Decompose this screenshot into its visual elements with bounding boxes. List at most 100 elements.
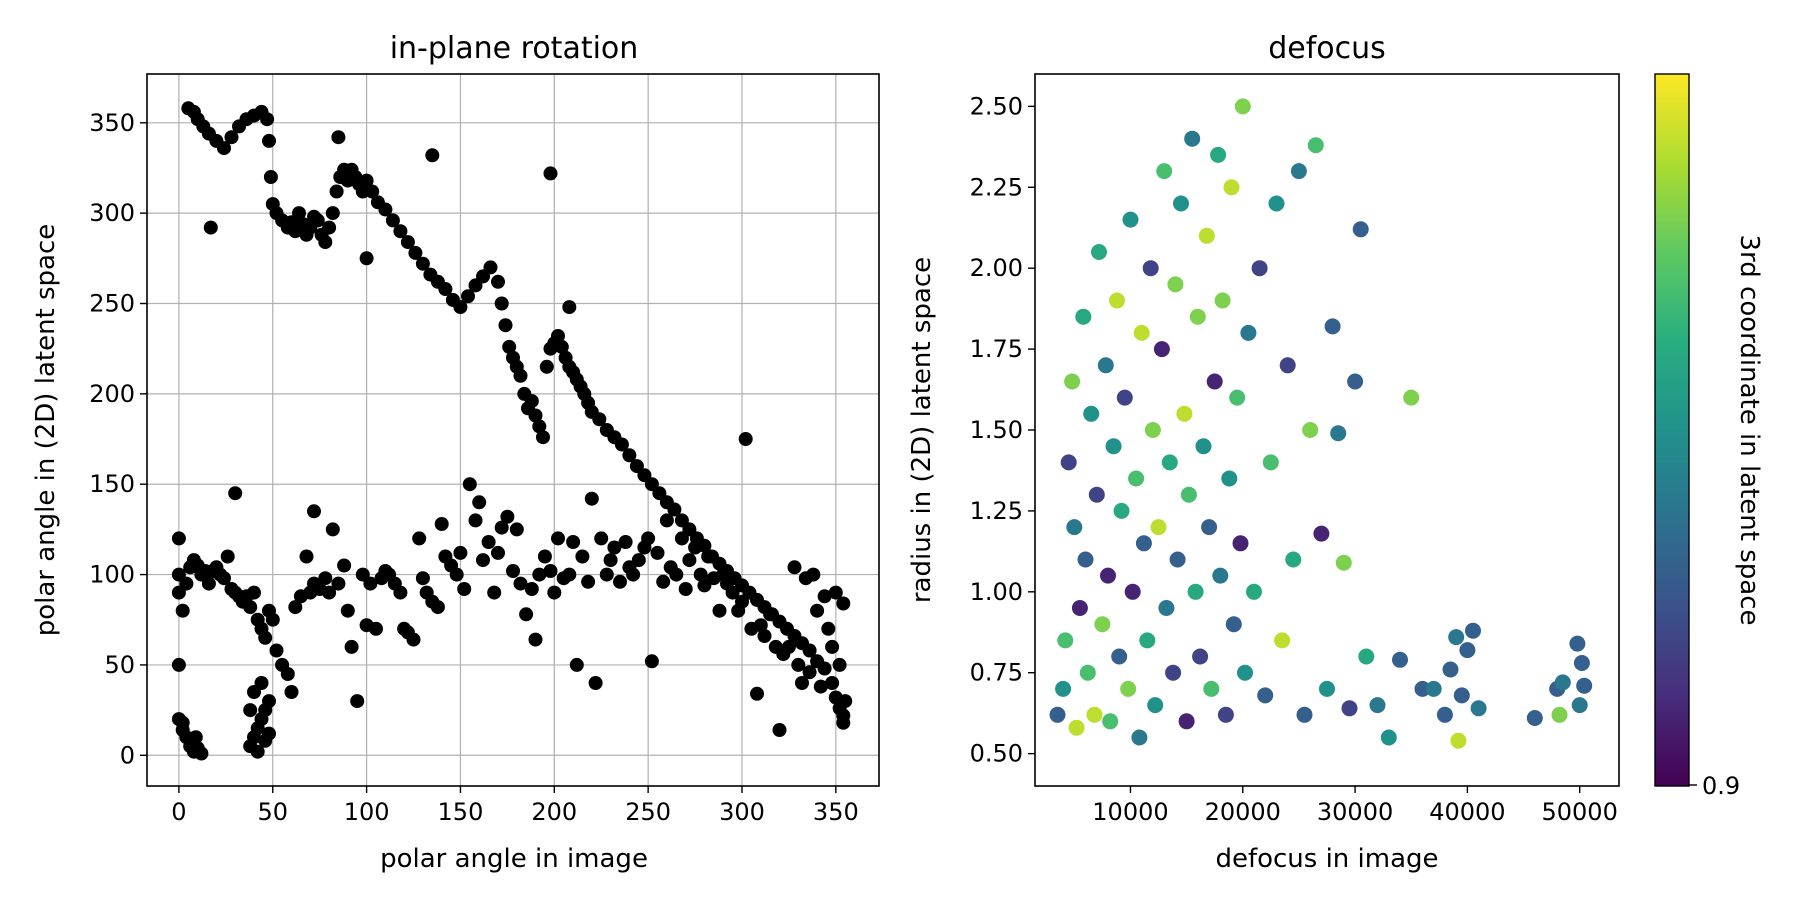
chart1-point-200 xyxy=(412,531,427,546)
chart2-point-108 xyxy=(1571,697,1588,714)
chart2-point-29 xyxy=(1133,324,1150,341)
chart1-point-232 xyxy=(562,567,577,582)
chart1-point-275 xyxy=(763,607,778,622)
chart2-point-26 xyxy=(1124,583,1141,600)
chart1-title: in-plane rotation xyxy=(390,31,639,66)
chart2-point-86 xyxy=(1347,373,1364,390)
chart2-y-tick-label-8: 2.50 xyxy=(970,92,1023,120)
chart1-point-260 xyxy=(693,567,708,582)
chart2-point-9 xyxy=(1077,551,1094,568)
chart2-point-52 xyxy=(1198,227,1215,244)
chart2-point-88 xyxy=(1358,648,1375,665)
chart1-point-135 xyxy=(262,694,276,709)
chart1-point-69 xyxy=(536,430,550,445)
chart2-point-47 xyxy=(1184,130,1201,147)
chart2-point-6 xyxy=(1068,719,1085,736)
chart2-point-20 xyxy=(1109,292,1125,309)
chart2-point-55 xyxy=(1206,373,1223,390)
chart2-point-82 xyxy=(1324,318,1341,335)
chart1-point-294 xyxy=(203,220,218,235)
chart1-point-235 xyxy=(575,549,590,564)
chart1-point-47 xyxy=(415,256,430,271)
chart1-point-74 xyxy=(554,339,569,354)
chart2-point-32 xyxy=(1142,260,1159,277)
chart1-point-219 xyxy=(500,509,515,524)
chart2-point-21 xyxy=(1111,648,1128,665)
chart2-point-49 xyxy=(1189,308,1206,325)
chart1-point-45 xyxy=(400,235,415,250)
chart1-point-174 xyxy=(288,600,303,615)
chart1-grid xyxy=(147,74,879,786)
chart2-point-80 xyxy=(1313,525,1330,542)
chart1-x-tick-label-6: 300 xyxy=(719,798,765,826)
chart1-point-221 xyxy=(509,522,524,537)
chart1-y-tick-label-0: 0 xyxy=(120,741,135,769)
chart1-point-113 xyxy=(817,661,832,676)
chart1-point-21 xyxy=(292,206,306,221)
chart2-point-35 xyxy=(1150,519,1167,536)
chart2-point-94 xyxy=(1425,680,1442,697)
chart1-point-238 xyxy=(588,676,603,690)
chart2-point-16 xyxy=(1097,357,1114,374)
chart1-point-39 xyxy=(359,173,374,188)
colorbar xyxy=(1654,73,1690,787)
chart1-point-93 xyxy=(667,502,682,517)
chart2-point-10 xyxy=(1079,664,1096,681)
chart2-point-103 xyxy=(1526,710,1543,726)
chart1-point-293 xyxy=(836,596,851,611)
chart1-point-291 xyxy=(828,585,843,600)
chart2-point-102 xyxy=(1470,700,1487,717)
chart2-point-96 xyxy=(1442,661,1459,678)
chart1-point-139 xyxy=(254,676,269,690)
chart2-point-79 xyxy=(1307,137,1324,154)
chart1-point-42 xyxy=(378,202,393,217)
chart1-point-250 xyxy=(644,654,659,669)
chart1-point-169 xyxy=(265,612,280,627)
chart2-point-22 xyxy=(1113,502,1130,519)
chart1-point-292 xyxy=(832,657,847,672)
chart2-point-77 xyxy=(1296,706,1313,723)
chart1-point-183 xyxy=(331,576,346,591)
colorbar-label: 3rd coordinate in latent space xyxy=(1734,234,1764,625)
chart2-point-83 xyxy=(1330,425,1347,442)
chart1-point-68 xyxy=(532,419,547,434)
chart2-point-65 xyxy=(1234,98,1251,115)
chart1-x-tick-label-1: 50 xyxy=(257,798,288,826)
chart1-point-226 xyxy=(532,567,547,582)
chart2-point-5 xyxy=(1066,519,1083,536)
chart1-point-184 xyxy=(337,558,352,573)
chart1-point-272 xyxy=(750,686,764,701)
chart1-x-tick-label-2: 100 xyxy=(344,798,390,826)
chart1-y-tick-label-6: 300 xyxy=(89,199,135,227)
chart2-point-78 xyxy=(1302,422,1319,438)
chart1-point-56 xyxy=(483,260,498,275)
chart1-point-31 xyxy=(329,184,344,199)
chart1-point-269 xyxy=(735,594,749,609)
chart1-point-270 xyxy=(738,432,753,446)
chart2-point-27 xyxy=(1128,470,1145,487)
chart1-x-tick-label-7: 350 xyxy=(813,798,859,826)
chart1-point-228 xyxy=(543,564,558,578)
chart2-point-57 xyxy=(1212,567,1229,584)
chart1-y-tick-label-2: 100 xyxy=(89,561,135,589)
chart1-point-29 xyxy=(322,220,337,235)
chart2-point-99 xyxy=(1453,687,1470,704)
chart2-point-38 xyxy=(1158,600,1175,616)
chart1-point-111 xyxy=(802,643,817,658)
chart2-point-23 xyxy=(1116,389,1133,406)
chart1-x-tick-label-3: 150 xyxy=(438,798,484,826)
chart1-point-52 xyxy=(453,300,468,315)
chart2-point-12 xyxy=(1086,706,1103,723)
chart2-point-97 xyxy=(1448,629,1465,646)
colorbar-tick-label: 0.9 xyxy=(1702,772,1740,800)
chart2-point-40 xyxy=(1165,664,1182,681)
chart1-x-tick-label-5: 250 xyxy=(625,798,671,826)
chart1-point-201 xyxy=(415,571,430,586)
chart2-point-93 xyxy=(1414,680,1431,697)
chart1-point-301 xyxy=(228,486,243,501)
chart2-x-tick-label-4: 50000 xyxy=(1542,798,1618,826)
chart2-point-61 xyxy=(1223,179,1240,196)
chart1-point-190 xyxy=(363,576,378,591)
chart1-point-57 xyxy=(491,274,505,289)
chart2-point-56 xyxy=(1210,146,1227,163)
